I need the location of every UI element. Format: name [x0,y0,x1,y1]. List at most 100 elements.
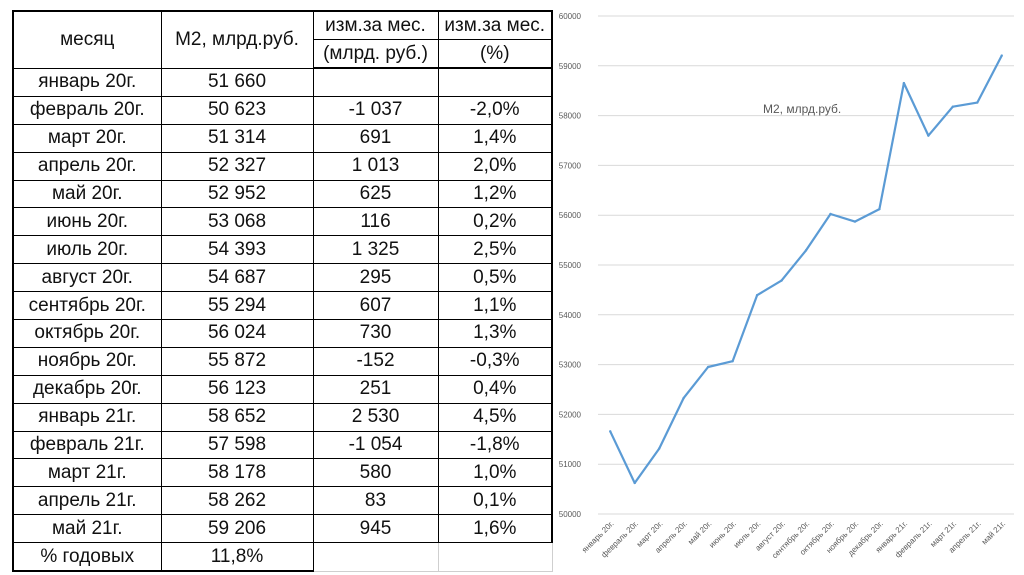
y-tick-label: 57000 [559,161,582,170]
cell-m2: 57 598 [160,430,314,460]
cell-pct: 0,4% [437,374,553,404]
data-point [902,81,906,85]
cell-pct: 0,2% [437,207,553,237]
x-tick-label: май 21г. [980,519,1007,546]
data-point [829,212,832,216]
cell-pct: 0,1% [437,486,553,516]
cell-month: май 20г. [12,179,162,209]
header-change-pct-unit: (%) [437,39,553,69]
cell-abs: 607 [312,291,439,321]
cell-pct: 1,4% [437,123,553,153]
cell-m2: 52 327 [160,151,314,181]
cell-abs: 580 [312,458,439,488]
cell-month: сентябрь 20г. [12,291,162,321]
cell-pct: 0,5% [437,263,553,293]
data-point [1000,54,1003,57]
cell-month: март 20г. [12,123,162,153]
table-row: май 20г. 52 952 625 1,2% [12,179,553,209]
table-row: декабрь 20г. 56 123 251 0,4% [12,374,553,404]
data-point [976,101,979,104]
cell-abs: 625 [312,179,439,209]
data-point [804,249,808,252]
table-row: январь 21г. 58 652 2 530 4,5% [12,402,553,432]
cell-pct: 1,3% [437,319,553,348]
data-point [633,481,636,485]
cell-pct: 4,5% [437,402,553,432]
cell-month: февраль 21г. [12,430,162,460]
cell-pct: -1,8% [437,430,553,460]
cell-abs: -152 [312,346,439,376]
footer-label: % годовых [12,542,162,573]
table-row: май 21г. 59 206 945 1,6% [12,514,553,544]
cell-m2: 54 393 [160,235,314,265]
y-tick-label: 51000 [559,460,582,469]
data-point [927,134,930,137]
cell-m2: 56 123 [160,374,314,404]
series-line [609,54,1003,485]
cell-month: август 20г. [12,263,162,293]
data-point [682,396,685,400]
y-tick-label: 55000 [559,261,582,270]
data-point [780,279,783,282]
m2-data-table: месяц М2, млрд.руб. изм.за мес. изм.за м… [12,10,553,573]
table-row: февраль 21г. 57 598 -1 054 -1,8% [12,430,553,460]
y-tick-label: 53000 [559,361,582,370]
data-point [706,365,710,369]
cell-m2: 55 294 [160,291,314,321]
cell-abs: 83 [312,486,439,516]
footer-empty-cell [437,542,553,572]
y-tick-label: 56000 [559,211,582,220]
cell-month: май 21г. [12,514,162,544]
data-point [878,207,881,211]
header-m2: М2, млрд.руб. [160,10,314,69]
chart-x-axis: январь 20г.февраль 20г.март 20г.апрель 2… [580,519,1007,560]
header-change-pct-title: изм.за мес. [437,10,553,40]
data-point [755,294,759,297]
cell-abs: -1 054 [312,430,439,460]
cell-month: июнь 20г. [12,207,162,237]
cell-pct: 1,0% [437,458,553,488]
cell-m2: 54 687 [160,263,314,293]
cell-m2: 56 024 [160,319,314,348]
data-point [951,105,955,108]
cell-pct: 1,2% [437,179,553,209]
header-month: месяц [12,10,162,69]
table-row: октябрь 20г. 56 024 730 1,3% [12,319,553,348]
cell-m2: 55 872 [160,346,314,376]
data-point [853,220,857,223]
cell-m2: 58 652 [160,402,314,432]
y-tick-label: 59000 [559,62,582,71]
cell-m2: 51 660 [160,67,314,97]
chart-y-axis: 50000 51000 52000 53000 54000 55000 56000 57000… [559,12,582,519]
cell-m2: 50 623 [160,95,314,125]
cell-m2: 58 178 [160,458,314,488]
footer-value: 11,8% [160,542,314,573]
table-row: январь 20г. 51 660 [12,67,553,97]
cell-pct: -2,0% [437,95,553,125]
cell-month: февраль 20г. [12,95,162,125]
y-tick-label: 50000 [559,510,582,519]
cell-month: январь 21г. [12,402,162,432]
y-tick-label: 52000 [559,410,582,419]
chart-points [609,54,1003,485]
cell-month: апрель 20г. [12,151,162,181]
cell-month: октябрь 20г. [12,319,162,348]
table-row: апрель 21г. 58 262 83 0,1% [12,486,553,516]
cell-pct [437,67,553,97]
chart-gridlines [598,15,1014,515]
y-tick-label: 60000 [559,12,582,21]
cell-pct: -0,3% [437,346,553,376]
table-row: февраль 20г. 50 623 -1 037 -2,0% [12,95,553,125]
chart-title: М2, млрд.руб. [763,102,841,116]
cell-abs: 945 [312,514,439,544]
cell-m2: 53 068 [160,207,314,237]
cell-month: январь 20г. [12,67,162,97]
data-point [609,430,612,433]
table-row: сентябрь 20г. 55 294 607 1,1% [12,291,553,321]
data-point [657,447,661,450]
cell-abs: 1 013 [312,151,439,181]
cell-abs: -1 037 [312,95,439,125]
cell-m2: 58 262 [160,486,314,516]
table-row: ноябрь 20г. 55 872 -152 -0,3% [12,346,553,376]
